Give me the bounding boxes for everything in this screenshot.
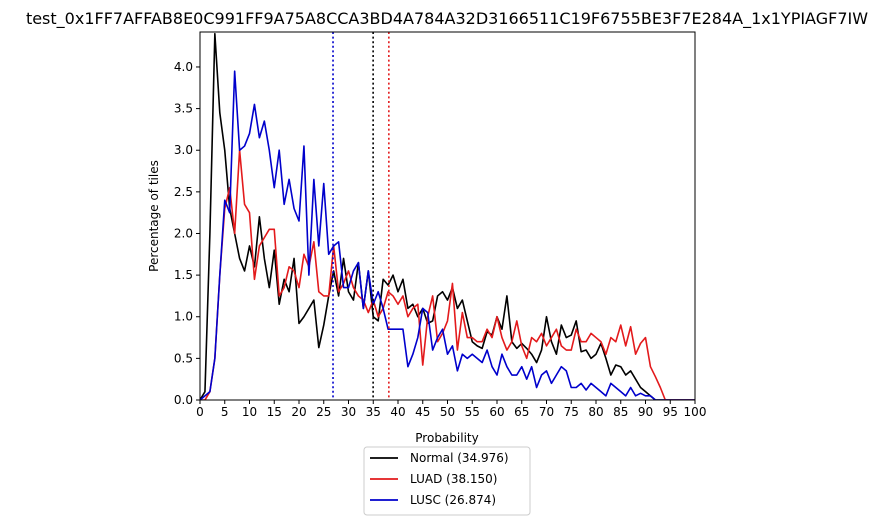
x-tick-label: 0 — [196, 405, 204, 419]
x-axis-label: Probability — [415, 431, 478, 445]
legend-label-2: LUSC (26.874) — [410, 493, 496, 507]
x-tick-label: 75 — [564, 405, 579, 419]
x-tick-label: 10 — [242, 405, 257, 419]
y-tick-label: 1.5 — [174, 268, 193, 282]
x-tick-label: 30 — [341, 405, 356, 419]
x-tick-label: 80 — [588, 405, 603, 419]
x-tick-label: 55 — [465, 405, 480, 419]
y-tick-label: 4.0 — [174, 60, 193, 74]
x-tick-label: 60 — [489, 405, 504, 419]
x-tick-label: 5 — [221, 405, 229, 419]
series-group — [200, 32, 695, 400]
x-tick-label: 25 — [316, 405, 331, 419]
y-tick-label: 2.5 — [174, 185, 193, 199]
legend-box — [363, 446, 531, 516]
legend-label-0: Normal (34.976) — [410, 451, 509, 465]
x-tick-label: 45 — [415, 405, 430, 419]
x-tick-label: 50 — [440, 405, 455, 419]
y-axis-label: Percentage of tiles — [147, 160, 161, 272]
plot-area — [200, 32, 695, 400]
legend: Normal (34.976) LUAD (38.150) LUSC (26.874… — [363, 446, 531, 516]
x-tick-label: 40 — [390, 405, 405, 419]
axes-frame — [199, 31, 696, 401]
x-tick-label: 100 — [684, 405, 707, 419]
series-line-1 — [200, 149, 695, 400]
y-tick-label: 1.0 — [174, 310, 193, 324]
legend-items: Normal (34.976) LUAD (38.150) LUSC (26.874… — [370, 451, 509, 507]
x-tick-label: 85 — [613, 405, 628, 419]
x-tick-label: 95 — [663, 405, 678, 419]
x-tick-label: 90 — [638, 405, 653, 419]
x-tick-label: 15 — [267, 405, 282, 419]
series-line-0 — [200, 32, 695, 400]
x-tick-label: 35 — [366, 405, 381, 419]
legend-label-1: LUAD (38.150) — [410, 472, 498, 486]
x-tick-label: 70 — [539, 405, 554, 419]
y-tick-label: 2.0 — [174, 226, 193, 240]
y-tick-label: 3.0 — [174, 143, 193, 157]
axes: 0 5 10 15 20 25 30 35 40 45 50 55 60 65 70 75 80 85 90 95 10… — [174, 31, 707, 419]
series-line-2 — [200, 70, 695, 400]
x-tick-label: 65 — [514, 405, 529, 419]
y-tick-label: 0.0 — [174, 393, 193, 407]
y-tick-label: 0.5 — [174, 351, 193, 365]
chart-title: test_0x1FF7AFFAB8E0C991FF9A75A8CCA3BD4A7… — [26, 9, 868, 29]
y-tick-label: 3.5 — [174, 102, 193, 116]
x-tick-label: 20 — [291, 405, 306, 419]
